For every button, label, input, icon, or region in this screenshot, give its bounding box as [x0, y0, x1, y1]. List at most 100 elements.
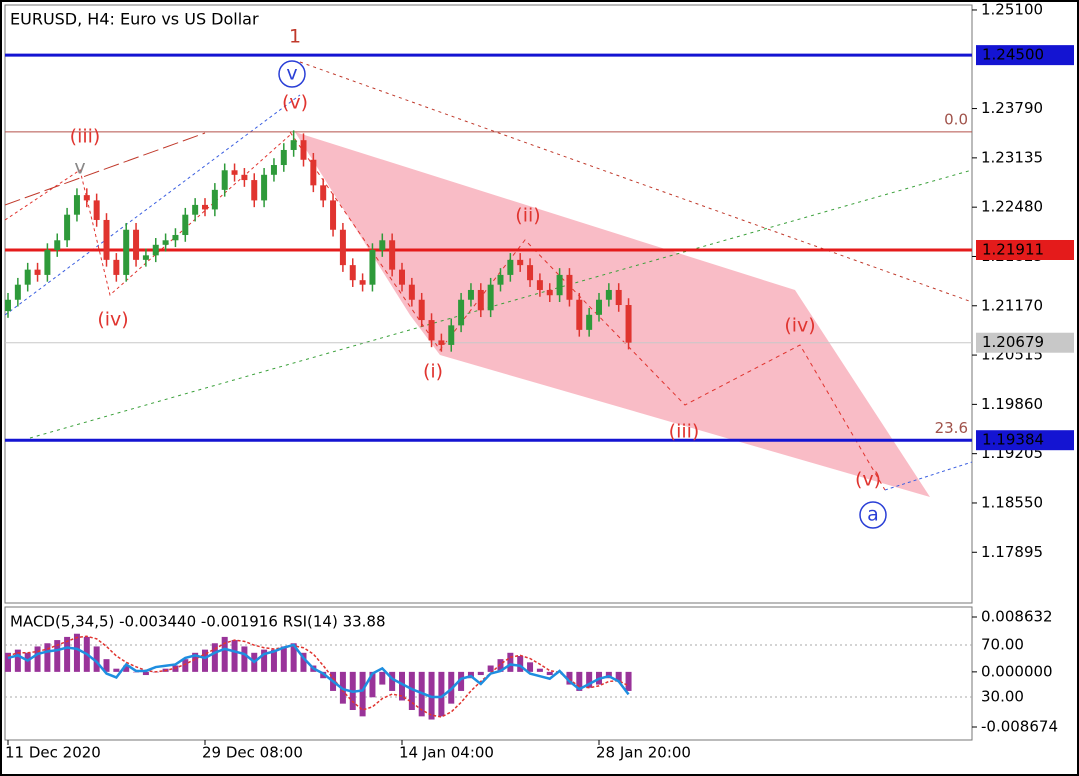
macd-bar — [142, 671, 149, 676]
macd-bar — [34, 646, 41, 672]
macd-bar — [93, 646, 100, 672]
candle-body — [162, 240, 169, 245]
level-label: 1.21911 — [982, 240, 1044, 258]
x-tick-label: 11 Dec 2020 — [5, 744, 101, 762]
candle-body — [438, 340, 445, 345]
y-tick-label: 0.008632 — [981, 607, 1053, 625]
fib-label: 23.6 — [935, 419, 968, 437]
macd-bar — [44, 643, 51, 672]
y-tick-label: 1.21170 — [981, 296, 1043, 314]
wave-label: v — [286, 63, 297, 85]
candle-body — [123, 229, 130, 275]
candle-body — [24, 269, 31, 285]
candle-body — [576, 299, 583, 330]
candle-body — [399, 269, 405, 285]
candle-body — [497, 274, 504, 285]
macd-bar — [270, 649, 277, 672]
macd-bar — [477, 671, 484, 676]
x-tick-label: 29 Dec 08:00 — [202, 744, 303, 762]
trend-line — [29, 169, 973, 439]
macd-bar — [182, 659, 189, 672]
fib-label: 0.0 — [944, 110, 968, 128]
y-tick-label: 1.23135 — [981, 148, 1043, 166]
candle-body — [428, 320, 435, 341]
candle-body — [418, 299, 425, 321]
macd-bar — [507, 652, 514, 672]
level-label: 1.24500 — [982, 46, 1044, 64]
level-tag — [976, 239, 1074, 260]
candle-body — [389, 240, 396, 270]
macd-bar — [389, 671, 396, 691]
chart-title: EURUSD, H4: Euro vs US Dollar — [10, 10, 259, 29]
candle-body — [5, 299, 11, 312]
x-tick-label: 14 Jan 04:00 — [399, 744, 494, 762]
macd-bar — [5, 652, 11, 672]
macd-bar — [615, 671, 622, 682]
rsi-line — [7, 643, 630, 699]
candle-body — [566, 274, 573, 300]
macd-bar — [458, 671, 465, 691]
candle-body — [349, 265, 356, 281]
candle-body — [182, 214, 189, 236]
level-tag — [976, 332, 1074, 353]
candle-body — [467, 289, 474, 300]
candle-body — [605, 289, 612, 300]
macd-bar — [487, 665, 494, 672]
candle-body — [339, 229, 346, 266]
candle-body — [73, 195, 80, 215]
y-tick-label: 1.22480 — [981, 198, 1043, 216]
candle-body — [202, 204, 208, 210]
macd-bar — [625, 671, 632, 691]
y-tick-label: -0.008674 — [981, 718, 1058, 736]
indicator-frame — [4, 606, 973, 741]
wave-label: (iii) — [70, 126, 101, 148]
macd-bar — [54, 640, 61, 672]
level-tag — [976, 45, 1074, 66]
candle-body — [211, 189, 218, 210]
wave-label: (iii) — [669, 421, 700, 443]
macd-bar — [211, 643, 218, 672]
macd-bar — [221, 636, 228, 672]
macd-bar — [73, 633, 80, 672]
macd-bar — [359, 671, 366, 717]
wave-label: (ii) — [515, 205, 540, 227]
macd-bar — [546, 671, 553, 676]
macd-bar — [438, 671, 445, 717]
level-tag — [976, 430, 1074, 451]
y-tick-label: 1.18550 — [981, 493, 1043, 511]
macd-bar — [536, 668, 543, 672]
macd-bar — [497, 659, 504, 672]
candle-body — [172, 235, 179, 241]
macd-bar — [231, 640, 238, 672]
candle-body — [113, 259, 120, 275]
macd-bar — [24, 652, 31, 672]
candle-body — [133, 229, 140, 260]
macd-bar — [586, 671, 593, 688]
candle-body — [536, 280, 543, 290]
candle-body — [192, 204, 199, 215]
macd-bar — [64, 636, 71, 672]
channel — [295, 132, 930, 497]
candle-body — [458, 299, 465, 326]
candle-body — [44, 250, 51, 275]
candle-body — [586, 314, 593, 330]
wave-label: v — [74, 157, 85, 179]
macd-bar — [290, 643, 297, 672]
y-tick-label: 0.000000 — [981, 662, 1053, 680]
candle-body — [142, 255, 149, 260]
candle-body — [290, 140, 297, 150]
candle-body — [330, 200, 337, 230]
candle-body — [231, 170, 238, 175]
indicator-title: MACD(5,34,5) -0.003440 -0.001916 RSI(14)… — [10, 613, 386, 631]
candle-body — [64, 214, 71, 241]
macd-bar — [566, 671, 573, 685]
wave-label: (i) — [423, 361, 443, 383]
macd-bar — [261, 649, 268, 672]
candle-body — [14, 284, 21, 300]
wave-label: a — [867, 504, 879, 526]
candle-body — [320, 185, 327, 201]
candle-body — [448, 325, 455, 345]
candle-body — [152, 244, 159, 256]
candle-body — [546, 289, 553, 296]
